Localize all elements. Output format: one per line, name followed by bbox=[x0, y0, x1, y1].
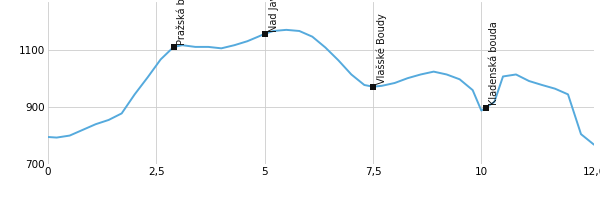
Text: Kladenská bouda: Kladenská bouda bbox=[489, 22, 499, 105]
Text: Nad Javořím dolem: Nad Javořím dolem bbox=[268, 0, 278, 32]
Text: Vlašské Boudy: Vlašské Boudy bbox=[376, 14, 387, 84]
Text: Pražská bouda: Pražská bouda bbox=[177, 0, 187, 45]
